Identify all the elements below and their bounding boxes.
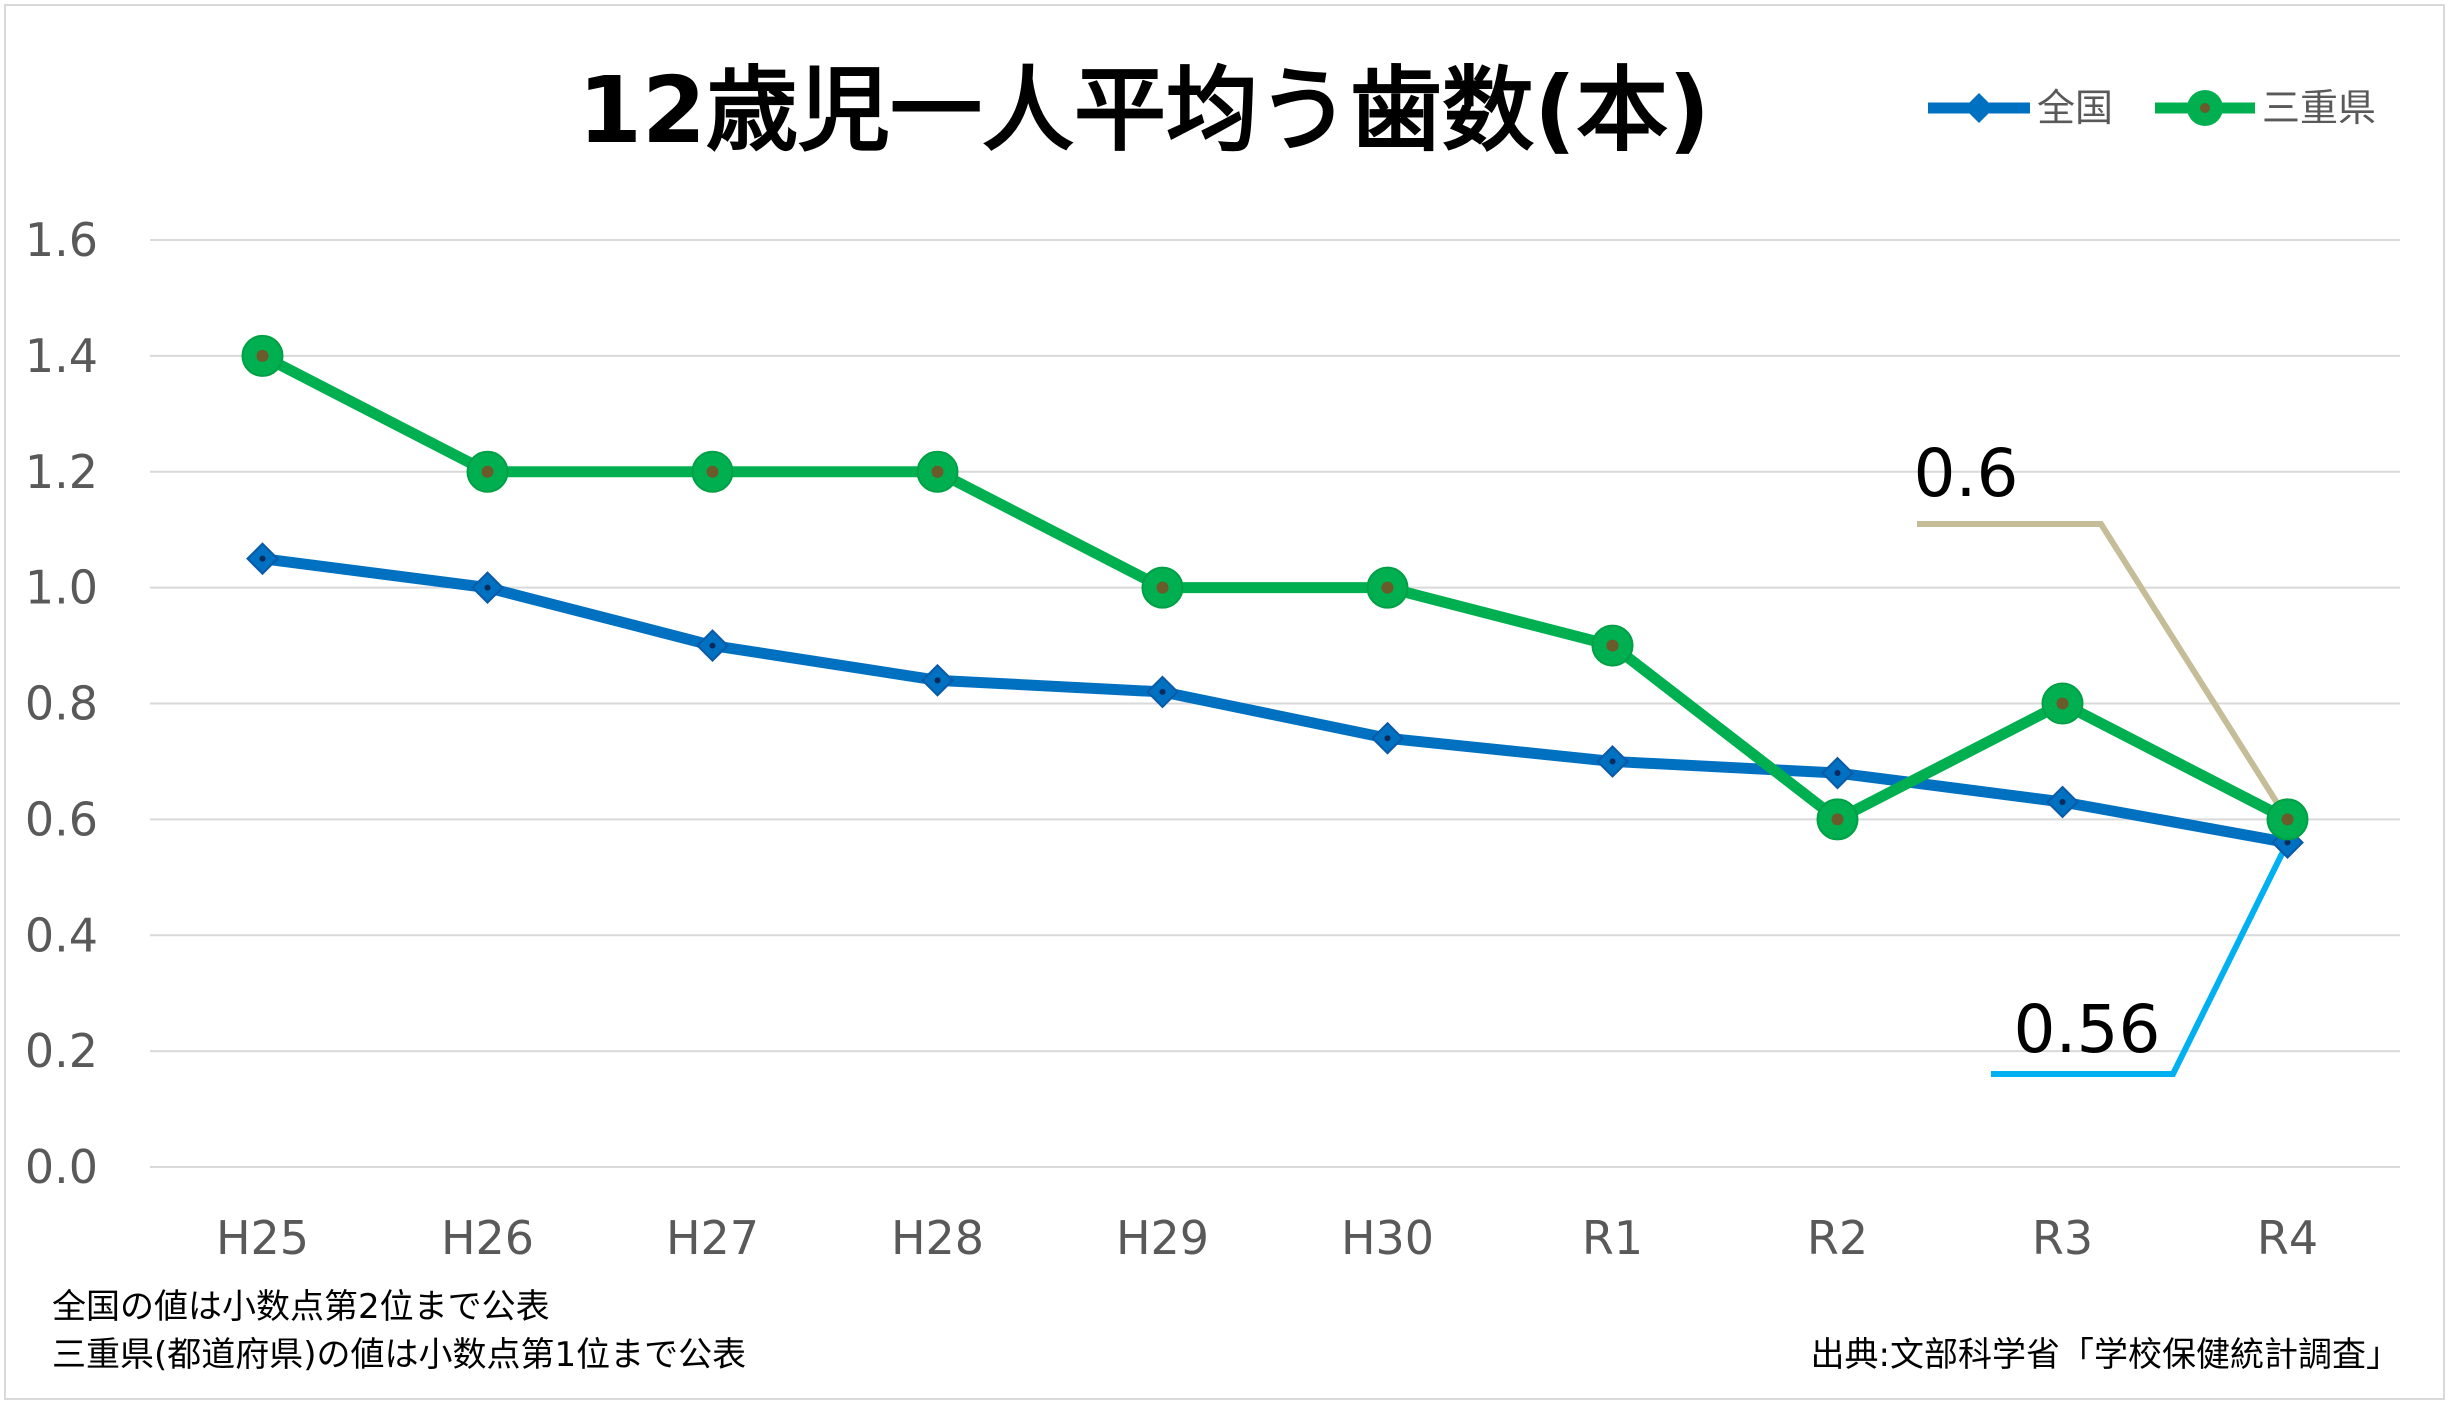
data-point-center [484,584,491,591]
callout-leader-line [1991,841,2291,1077]
y-tick-label: 1.4 [25,329,98,383]
data-point-center [2284,839,2291,846]
data-point-center [1384,735,1391,742]
x-tick-label: H29 [1116,1211,1209,1265]
chart-frame [4,4,2445,1400]
x-tick-label: H27 [666,1211,759,1265]
data-point-center [934,677,941,684]
data-point-center [1609,758,1616,765]
data-point-center [1834,770,1841,777]
legend-marker-diamond [1964,93,1994,123]
legend: 全国 三重県 [1928,86,2376,130]
x-axis-tick-labels: H25 H26 H27 H28 H29 H30 R1 R2 R3 R4 [216,1211,2318,1265]
x-tick-label: R2 [1807,1211,1868,1265]
data-point-center [709,642,716,649]
legend-label: 三重県 [2262,86,2376,130]
data-point-center [1159,688,1166,695]
x-tick-label: H30 [1341,1211,1434,1265]
data-point-center [706,465,719,478]
y-tick-label: 0.4 [25,908,98,962]
y-tick-label: 1.6 [25,213,98,267]
data-point-center [1381,581,1394,594]
data-point-center [2281,813,2294,826]
data-point-center [1156,581,1169,594]
data-point-center [931,465,944,478]
x-tick-label: H26 [441,1211,534,1265]
data-point-center [1606,639,1619,652]
legend-marker-center [2200,103,2210,113]
callouts: 0.6 0.56 [1914,435,2291,1077]
y-axis-tick-labels: 0.0 0.2 0.4 0.6 0.8 1.0 1.2 1.4 1.6 [25,213,98,1194]
callout-label: 0.6 [1914,435,2019,512]
y-tick-label: 0.8 [25,677,98,731]
note-line-2: 三重県(都道府県)の値は小数点第1位まで公表 [52,1335,746,1375]
series-line [261,553,2289,848]
source-note: 出典:文部科学省「学校保健統計調査」 [1811,1335,2400,1375]
y-tick-label: 0.0 [25,1140,98,1194]
x-tick-label: R1 [1582,1211,1643,1265]
data-point-center [259,555,266,562]
data-point-center [256,349,269,362]
legend-label: 全国 [2037,86,2113,130]
data-point-center [2056,697,2069,710]
data-point-center [481,465,494,478]
callout-leader-line [1917,521,2291,821]
y-tick-label: 0.6 [25,792,98,846]
chart-title: 12歳児一人平均う歯数(本) [578,57,1710,164]
series-layer [241,334,2309,859]
y-tick-label: 1.2 [25,445,98,499]
x-tick-label: R4 [2257,1211,2318,1265]
x-tick-label: H25 [216,1211,309,1265]
x-tick-label: H28 [891,1211,984,1265]
data-point-center [2059,798,2066,805]
note-line-1: 全国の値は小数点第2位まで公表 [52,1287,550,1327]
callout-label: 0.56 [2014,991,2161,1068]
y-tick-label: 0.2 [25,1024,98,1078]
y-tick-label: 1.0 [25,561,98,615]
series-line [259,350,2291,825]
data-point-center [1831,813,1844,826]
x-tick-label: R3 [2032,1211,2093,1265]
